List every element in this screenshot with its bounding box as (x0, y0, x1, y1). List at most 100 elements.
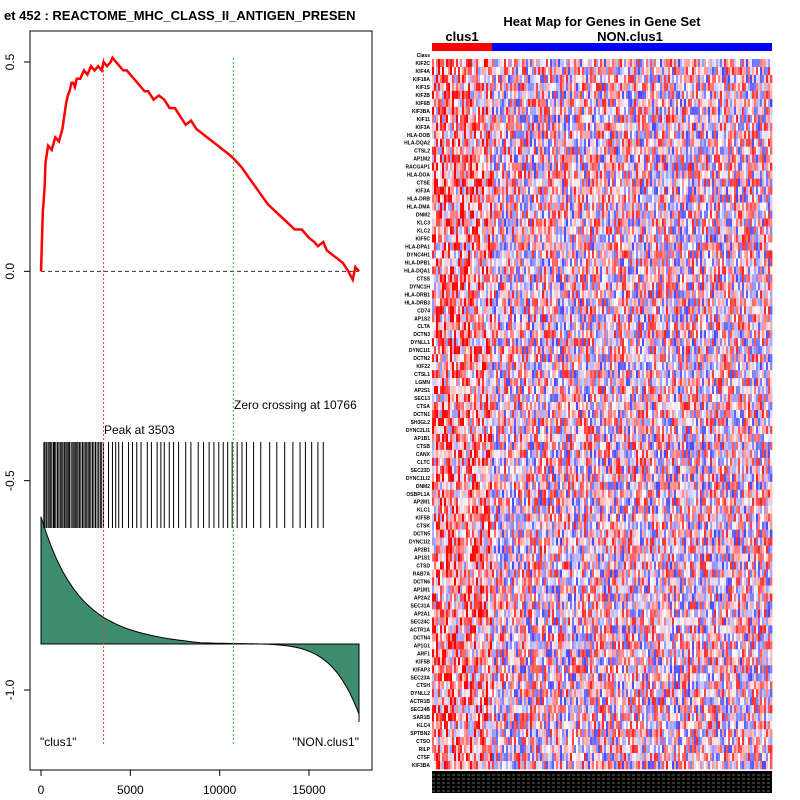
heatmap-cell (624, 266, 627, 275)
heatmap-cell (564, 66, 567, 76)
heatmap-cell (644, 74, 647, 84)
heatmap-cell (630, 114, 633, 124)
heatmap-cell (658, 162, 661, 172)
heatmap-cell (750, 82, 753, 92)
heatmap-cell (532, 170, 535, 180)
heatmap-cell (748, 138, 751, 148)
heatmap-cell (564, 98, 567, 108)
heatmap-cell (488, 114, 491, 124)
heatmap-cell (504, 82, 507, 92)
heatmap-cell (482, 122, 485, 132)
heatmap-cell (652, 98, 655, 108)
heatmap-cell (616, 74, 619, 84)
heatmap-cell (494, 146, 497, 156)
heatmap-cell (654, 210, 657, 219)
heatmap-cell (554, 114, 557, 124)
heatmap-cell (740, 274, 743, 283)
heatmap-cell (748, 186, 751, 195)
heatmap-cell (546, 58, 549, 68)
heatmap-cell (516, 266, 519, 275)
heatmap-cell (722, 226, 725, 235)
heatmap-cell (552, 226, 555, 235)
heatmap-cell (434, 162, 437, 172)
heatmap-cell (764, 170, 767, 180)
heatmap-cell (746, 114, 749, 124)
heatmap-cell (486, 226, 489, 235)
heatmap-cell (480, 226, 483, 235)
heatmap-cell (672, 274, 675, 283)
heatmap-cell (646, 178, 649, 188)
heatmap-cell (540, 202, 543, 211)
heatmap-cell (528, 154, 531, 164)
heatmap-cell (588, 130, 591, 140)
heatmap-cell (750, 258, 753, 267)
heatmap-cell (720, 130, 723, 140)
heatmap-cell (628, 250, 631, 259)
heatmap-cell (702, 170, 705, 180)
heatmap-cell (596, 106, 599, 116)
heatmap-cell (574, 194, 577, 203)
heatmap-cell (450, 138, 453, 148)
heatmap-cell (662, 122, 665, 132)
heatmap-cell (556, 106, 559, 116)
heatmap-cell (566, 98, 569, 108)
heatmap-cell (708, 98, 711, 108)
heatmap-cell (736, 138, 739, 148)
heatmap-cell (492, 114, 495, 124)
heatmap-cell (578, 114, 581, 124)
heatmap-cell (560, 146, 563, 156)
heatmap-cell (548, 234, 551, 243)
heatmap-cell (764, 58, 767, 68)
heatmap-cell (740, 250, 743, 259)
heatmap-cell (600, 274, 603, 283)
heatmap-cell (700, 242, 703, 251)
heatmap-cell (648, 258, 651, 267)
heatmap-cell (574, 202, 577, 211)
heatmap-cell (500, 194, 503, 203)
heatmap-cell (702, 218, 705, 227)
heatmap-cell (670, 274, 673, 283)
heatmap-cell (606, 146, 609, 156)
heatmap-cell (494, 274, 497, 283)
heatmap-cell (498, 138, 501, 148)
heatmap-cell (760, 58, 763, 68)
heatmap-cell (692, 138, 695, 148)
heatmap-cell (614, 186, 617, 195)
heatmap-cell (510, 74, 513, 84)
heatmap-cell (498, 146, 501, 156)
heatmap-cell (770, 210, 773, 219)
heatmap-cell (642, 82, 645, 92)
heatmap-cell (512, 106, 515, 116)
heatmap-cell (638, 274, 641, 283)
heatmap-cell (590, 58, 593, 68)
heatmap-cell (718, 74, 721, 84)
heatmap-cell (630, 162, 633, 172)
heatmap-cell (746, 234, 749, 243)
heatmap-cell (586, 58, 589, 68)
heatmap-cell (482, 114, 485, 124)
heatmap-cell (480, 114, 483, 124)
heatmap-cell (548, 114, 551, 124)
heatmap-cell (602, 266, 605, 275)
heatmap-cell (686, 194, 689, 203)
heatmap-cell (516, 74, 519, 84)
heatmap-cell (610, 74, 613, 84)
heatmap-cell (524, 234, 527, 243)
heatmap-cell (622, 242, 625, 251)
heatmap-cell (680, 146, 683, 156)
heatmap-cell (724, 58, 727, 68)
heatmap-cell (600, 178, 603, 188)
heatmap-cell (664, 274, 667, 283)
heatmap-cell (676, 202, 679, 211)
heatmap-cell (514, 282, 517, 291)
heatmap-cell (594, 146, 597, 156)
gene-hit-markers (43, 442, 324, 528)
heatmap-cell (742, 74, 745, 84)
heatmap-cell (510, 274, 513, 283)
heatmap-cell (678, 274, 681, 283)
heatmap-cell (526, 90, 529, 100)
heatmap-cell (752, 90, 755, 100)
heatmap-cell (570, 82, 573, 92)
heatmap-cell (668, 66, 671, 76)
heatmap-cell (664, 122, 667, 132)
